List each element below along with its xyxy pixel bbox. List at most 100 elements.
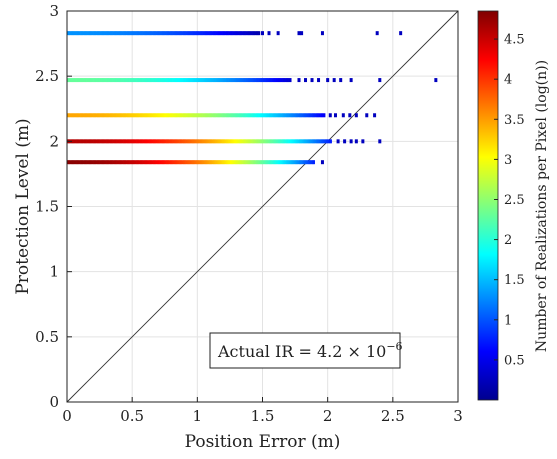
- density-segment: [150, 78, 153, 83]
- density-segment: [202, 31, 205, 36]
- density-segment: [76, 160, 78, 165]
- density-segment: [229, 113, 232, 118]
- density-segment: [322, 113, 325, 118]
- density-segment: [116, 139, 119, 144]
- density-segment: [236, 139, 239, 144]
- density-segment: [229, 139, 232, 144]
- density-segment: [232, 31, 235, 36]
- density-segment: [215, 160, 218, 165]
- density-segment: [156, 160, 159, 165]
- density-segment: [302, 139, 305, 144]
- density-segment: [173, 31, 176, 36]
- density-segment: [305, 160, 308, 165]
- density-segment: [151, 139, 154, 144]
- density-segment: [125, 139, 128, 144]
- density-segment: [69, 113, 72, 118]
- density-segment: [87, 160, 90, 165]
- density-segment: [207, 139, 210, 144]
- density-segment: [175, 78, 177, 83]
- series-layer: [67, 31, 438, 165]
- density-segment: [132, 139, 134, 144]
- density-segment: [166, 113, 168, 118]
- density-segment: [188, 31, 190, 36]
- density-segment: [280, 139, 283, 144]
- density-segment: [136, 160, 138, 165]
- density-segment: [167, 139, 170, 144]
- density-segment: [205, 31, 207, 36]
- density-segment: [126, 113, 129, 118]
- density-segment: [279, 139, 282, 144]
- density-segment: [287, 78, 289, 83]
- density-segment: [146, 31, 149, 36]
- density-segment: [147, 78, 150, 83]
- density-segment: [104, 139, 107, 144]
- density-segment: [306, 160, 309, 165]
- density-segment: [263, 139, 266, 144]
- density-segment: [116, 31, 119, 36]
- sparse-point: [373, 113, 377, 118]
- density-segment: [224, 78, 227, 83]
- density-segment: [132, 113, 134, 118]
- sparse-point: [378, 78, 382, 83]
- density-segment: [229, 31, 232, 36]
- density-segment: [300, 139, 302, 144]
- density-segment: [220, 31, 223, 36]
- density-segment: [83, 139, 86, 144]
- density-segment: [222, 31, 224, 36]
- density-segment: [172, 113, 175, 118]
- density-segment: [239, 78, 241, 83]
- density-segment: [220, 78, 223, 83]
- density-segment: [162, 78, 164, 83]
- density-segment: [113, 78, 116, 83]
- density-segment: [142, 139, 145, 144]
- density-segment: [112, 139, 115, 144]
- density-segment: [206, 31, 209, 36]
- density-segment: [177, 78, 180, 83]
- density-segment: [211, 78, 214, 83]
- density-segment: [70, 160, 73, 165]
- density-segment: [107, 78, 110, 83]
- density-segment: [255, 78, 258, 83]
- density-segment: [288, 113, 291, 118]
- density-segment: [206, 139, 209, 144]
- density-segment: [117, 31, 120, 36]
- density-segment: [77, 31, 80, 36]
- density-segment: [296, 139, 299, 144]
- density-segment: [291, 160, 293, 165]
- density-segment: [112, 78, 115, 83]
- density-segment: [181, 113, 184, 118]
- density-segment: [288, 139, 291, 144]
- density-segment: [188, 139, 190, 144]
- density-segment: [291, 139, 293, 144]
- density-segment: [176, 78, 179, 83]
- annotation-exponent: −6: [386, 340, 402, 353]
- x-tick-label: 0: [62, 407, 72, 425]
- density-segment: [285, 139, 288, 144]
- density-segment: [287, 139, 289, 144]
- density-segment: [313, 113, 315, 118]
- colorbar-tick-label: 1: [504, 313, 512, 328]
- density-segment: [240, 139, 242, 144]
- density-segment: [119, 31, 121, 36]
- density-segment: [77, 78, 80, 83]
- density-segment: [137, 31, 140, 36]
- y-tick-label: 2.5: [35, 67, 59, 85]
- density-segment: [124, 31, 126, 36]
- density-segment: [74, 113, 77, 118]
- density-segment: [323, 139, 326, 144]
- density-segment: [310, 113, 313, 118]
- density-segment: [149, 31, 151, 36]
- density-segment: [310, 139, 313, 144]
- density-segment: [228, 31, 231, 36]
- sparse-point: [317, 78, 321, 83]
- density-segment: [68, 31, 70, 36]
- colorbar-tick-label: 3: [504, 153, 512, 168]
- density-segment: [214, 139, 216, 144]
- density-segment: [275, 78, 278, 83]
- density-segment: [249, 160, 252, 165]
- y-tick-label: 1: [49, 263, 59, 281]
- density-segment: [327, 139, 330, 144]
- density-segment: [216, 113, 219, 118]
- density-segment: [291, 113, 293, 118]
